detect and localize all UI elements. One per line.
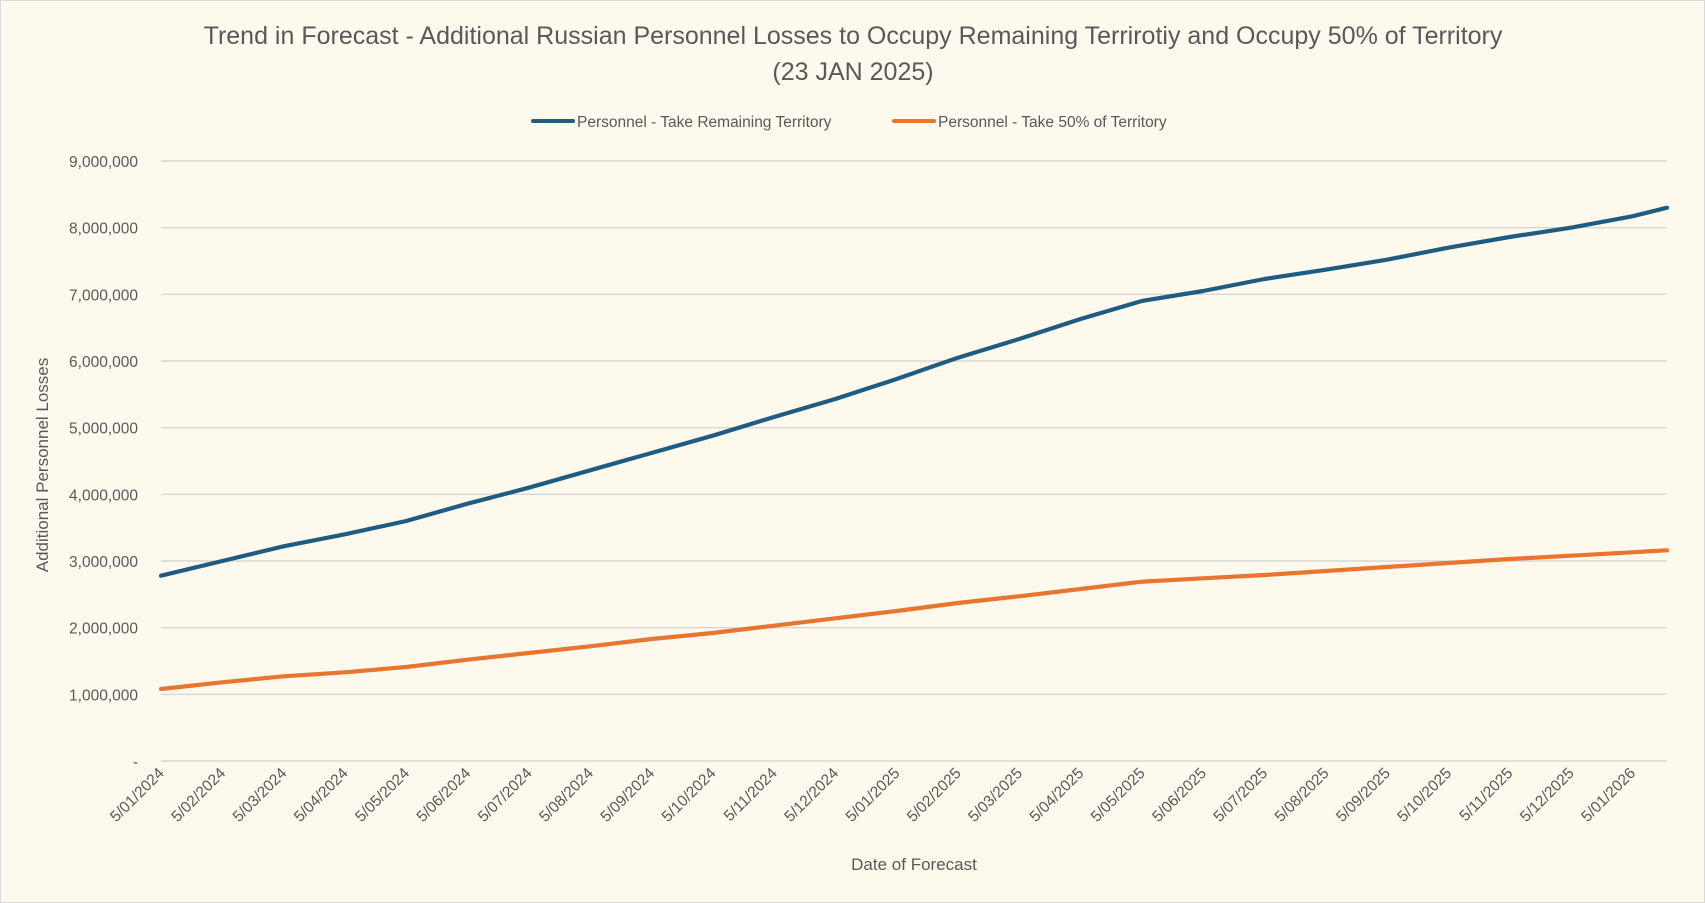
y-tick-label: 2,000,000 bbox=[69, 621, 138, 638]
series-line-fifty-percent-territory bbox=[158, 548, 1670, 692]
x-tick-label: 5/05/2025 bbox=[1088, 765, 1149, 826]
x-tick-label: 5/04/2024 bbox=[291, 765, 352, 826]
x-tick-label: 5/03/2024 bbox=[230, 765, 291, 826]
x-tick-label: 5/12/2025 bbox=[1517, 765, 1578, 826]
chart-title: Trend in Forecast - Additional Russian P… bbox=[204, 22, 1503, 50]
x-tick-label: 5/01/2024 bbox=[107, 765, 168, 826]
x-axis-ticks: 5/01/2024 5/02/2024 5/03/2024 5/04/2024 5/05… bbox=[107, 765, 1639, 826]
gridlines bbox=[161, 160, 1667, 762]
legend: Personnel - Take Remaining Territory Per… bbox=[531, 114, 1167, 131]
x-tick-label: 5/01/2025 bbox=[843, 765, 904, 826]
y-tick-label: 1,000,000 bbox=[69, 687, 138, 704]
y-tick-label: 5,000,000 bbox=[69, 421, 138, 438]
y-axis-ticks: - 1,000,000 2,000,000 3,000,000 4,000,000 5,0… bbox=[69, 154, 138, 771]
x-tick-label: 5/10/2025 bbox=[1394, 765, 1455, 826]
x-tick-label: 5/12/2024 bbox=[781, 765, 842, 826]
x-tick-label: 5/07/2025 bbox=[1210, 765, 1271, 826]
x-tick-label: 5/08/2025 bbox=[1272, 765, 1333, 826]
x-tick-label: 5/06/2024 bbox=[414, 765, 475, 826]
chart-subtitle: (23 JAN 2025) bbox=[772, 58, 933, 86]
y-axis-title: Additional Personnel Losses bbox=[33, 358, 52, 573]
x-tick-label: 5/02/2024 bbox=[168, 765, 229, 826]
y-tick-label: 4,000,000 bbox=[69, 487, 138, 504]
y-tick-label: 7,000,000 bbox=[69, 287, 138, 304]
y-tick-label: 6,000,000 bbox=[69, 354, 138, 371]
y-tick-label: - bbox=[133, 754, 138, 771]
x-tick-label: 5/09/2025 bbox=[1333, 765, 1394, 826]
x-tick-label: 5/11/2024 bbox=[721, 765, 781, 825]
y-tick-label: 9,000,000 bbox=[69, 154, 138, 171]
y-tick-label: 3,000,000 bbox=[69, 554, 138, 571]
x-tick-label: 5/08/2024 bbox=[536, 765, 597, 826]
x-tick-label: 5/05/2024 bbox=[352, 765, 413, 826]
y-tick-label: 8,000,000 bbox=[69, 221, 138, 238]
x-tick-label: 5/09/2024 bbox=[597, 765, 658, 826]
x-tick-label: 5/07/2024 bbox=[475, 765, 536, 826]
x-tick-label: 5/06/2025 bbox=[1149, 765, 1210, 826]
legend-label-remaining: Personnel - Take Remaining Territory bbox=[577, 114, 832, 131]
x-tick-label: 5/11/2025 bbox=[1456, 765, 1516, 825]
x-axis-title: Date of Forecast bbox=[851, 855, 977, 874]
x-tick-label: 5/02/2025 bbox=[904, 765, 965, 826]
series-line-remaining-territory bbox=[158, 205, 1670, 578]
x-tick-label: 5/03/2025 bbox=[965, 765, 1026, 826]
x-tick-label: 5/04/2025 bbox=[1027, 765, 1088, 826]
series-lines bbox=[158, 205, 1670, 692]
x-tick-label: 5/10/2024 bbox=[659, 765, 720, 826]
x-tick-label: 5/01/2026 bbox=[1578, 765, 1639, 826]
legend-label-fifty-percent: Personnel - Take 50% of Territory bbox=[938, 114, 1167, 131]
